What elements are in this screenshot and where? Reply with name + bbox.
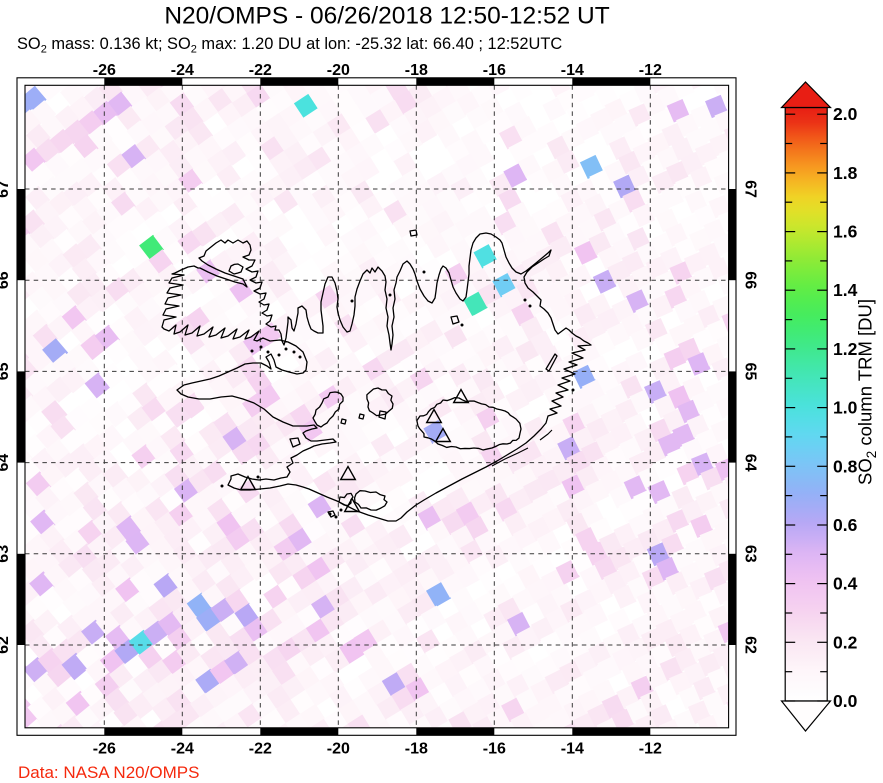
svg-text:0.0: 0.0 [833, 691, 858, 711]
svg-text:1.8: 1.8 [833, 163, 858, 183]
svg-text:0.6: 0.6 [833, 515, 858, 535]
svg-text:0.2: 0.2 [833, 632, 858, 652]
svg-text:64: 64 [0, 454, 12, 472]
svg-text:67: 67 [742, 180, 759, 198]
svg-text:2.0: 2.0 [833, 104, 858, 124]
svg-text:-18: -18 [405, 62, 428, 79]
svg-text:1.6: 1.6 [833, 222, 858, 242]
svg-text:SO2 column TRM [DU]: SO2 column TRM [DU] [855, 299, 880, 485]
svg-text:-22: -22 [249, 741, 272, 758]
svg-text:N20/OMPS - 06/26/2018 12:50-12: N20/OMPS - 06/26/2018 12:50-12:52 UT [164, 3, 609, 30]
svg-text:-12: -12 [639, 62, 662, 79]
svg-text:1.2: 1.2 [833, 339, 858, 359]
svg-text:-24: -24 [171, 62, 194, 79]
svg-text:66: 66 [742, 271, 759, 289]
svg-text:0.8: 0.8 [833, 456, 858, 476]
svg-text:-22: -22 [249, 62, 272, 79]
svg-text:62: 62 [742, 636, 759, 654]
svg-text:-16: -16 [483, 62, 506, 79]
svg-text:65: 65 [0, 362, 12, 380]
svg-text:62: 62 [0, 636, 12, 654]
svg-text:1.0: 1.0 [833, 398, 858, 418]
svg-text:SO2 mass: 0.136 kt; SO2 max: 1: SO2 mass: 0.136 kt; SO2 max: 1.20 DU at … [17, 35, 562, 56]
svg-text:-14: -14 [561, 62, 584, 79]
svg-text:-16: -16 [483, 741, 506, 758]
svg-text:66: 66 [0, 271, 12, 289]
svg-text:-18: -18 [405, 741, 428, 758]
svg-text:63: 63 [742, 545, 759, 563]
svg-text:1.4: 1.4 [833, 280, 858, 300]
svg-text:Data: NASA N20/OMPS: Data: NASA N20/OMPS [18, 763, 199, 782]
svg-text:64: 64 [742, 454, 759, 472]
svg-text:-12: -12 [639, 741, 662, 758]
svg-text:67: 67 [0, 180, 12, 198]
svg-text:-14: -14 [561, 741, 584, 758]
svg-text:-26: -26 [93, 741, 116, 758]
svg-text:-24: -24 [171, 741, 194, 758]
svg-text:-26: -26 [93, 62, 116, 79]
svg-text:-20: -20 [327, 62, 350, 79]
svg-text:-20: -20 [327, 741, 350, 758]
svg-text:0.4: 0.4 [833, 574, 858, 594]
svg-text:63: 63 [0, 545, 12, 563]
svg-text:65: 65 [742, 363, 759, 381]
